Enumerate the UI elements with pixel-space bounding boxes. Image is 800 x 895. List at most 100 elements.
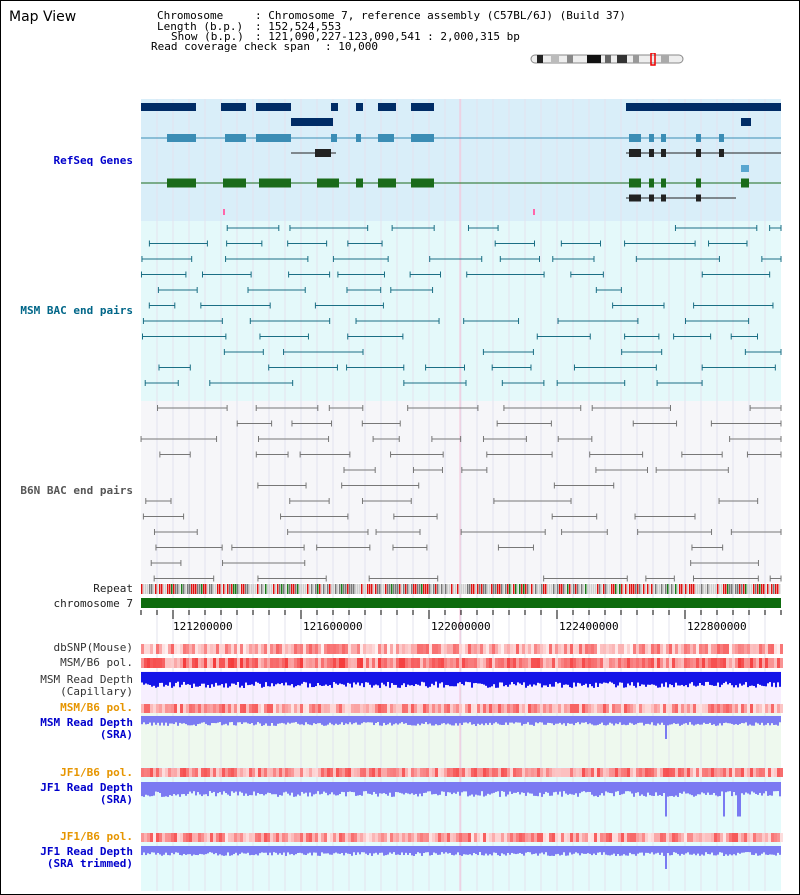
polymorphism-cell: [396, 768, 399, 777]
track-label-msm-depth-cap-2[interactable]: (Capillary): [60, 685, 133, 698]
polymorphism-cell: [531, 644, 534, 654]
depth-bar: [717, 716, 719, 726]
depth-bar: [147, 716, 149, 725]
polymorphism-cell: [162, 644, 165, 654]
track-label-jf1-depth-sra-1[interactable]: JF1 Read Depth: [40, 781, 133, 794]
track-label-jf1-depth-trim-1[interactable]: JF1 Read Depth: [40, 845, 133, 858]
depth-bar: [239, 716, 241, 723]
depth-bar: [471, 782, 473, 795]
depth-bar: [685, 672, 687, 686]
chromosome-ideogram[interactable]: [529, 53, 689, 67]
depth-bar: [409, 782, 411, 795]
track-label-jf1-depth-sra-2[interactable]: (SRA): [99, 793, 133, 806]
depth-bar: [695, 782, 697, 796]
depth-bar: [219, 782, 221, 793]
track-label-jf1-b6-pol[interactable]: JF1/B6 pol.: [60, 766, 133, 779]
polymorphism-cell: [312, 658, 315, 668]
track-label-refseq[interactable]: RefSeq Genes: [53, 154, 133, 167]
polymorphism-cell: [723, 658, 726, 668]
polymorphism-cell: [507, 658, 510, 668]
depth-bar: [613, 846, 615, 854]
polymorphism-cell: [267, 644, 270, 654]
repeat-mark: [445, 584, 447, 594]
repeat-mark: [757, 584, 759, 594]
depth-bar: [665, 716, 667, 739]
polymorphism-cell: [411, 768, 414, 777]
polymorphism-cell: [696, 768, 699, 777]
depth-bar: [541, 672, 543, 688]
depth-bar: [267, 846, 269, 856]
track-label-msm-bac[interactable]: MSM BAC end pairs: [20, 304, 133, 317]
track-label-jf1-b6-pol-2[interactable]: JF1/B6 pol.: [60, 830, 133, 843]
depth-bar: [739, 716, 741, 724]
repeat-mark: [569, 584, 571, 594]
depth-bar: [689, 716, 691, 723]
polymorphism-cell: [711, 704, 714, 713]
depth-bar: [205, 782, 207, 795]
polymorphism-cell: [189, 644, 192, 654]
polymorphism-cell: [420, 644, 423, 654]
track-label-jf1-depth-trim-2[interactable]: (SRA trimmed): [46, 857, 133, 870]
depth-bar: [517, 672, 519, 683]
depth-bar: [649, 716, 651, 725]
track-label-msm-depth-cap-1[interactable]: MSM Read Depth: [40, 673, 133, 686]
track-label-msm-b6-pol-2[interactable]: MSM/B6 pol.: [60, 701, 133, 714]
depth-bar: [265, 782, 267, 795]
depth-bar: [275, 782, 277, 795]
polymorphism-cell: [666, 658, 669, 668]
polymorphism-cell: [246, 644, 249, 654]
depth-bar: [539, 846, 541, 854]
polymorphism-cell: [420, 704, 423, 713]
depth-bar: [525, 846, 527, 853]
repeat-mark: [741, 584, 743, 594]
polymorphism-cell: [468, 704, 471, 713]
track-label-msm-b6-pol[interactable]: MSM/B6 pol.: [60, 656, 133, 669]
depth-bar: [169, 716, 171, 724]
polymorphism-cell: [285, 704, 288, 713]
depth-bar: [435, 782, 437, 794]
depth-bar: [357, 782, 359, 796]
polymorphism-cell: [195, 768, 198, 777]
polymorphism-cell: [666, 644, 669, 654]
depth-bar: [601, 846, 603, 855]
depth-bar: [207, 672, 209, 685]
repeat-mark: [729, 584, 731, 594]
depth-bar: [553, 782, 555, 793]
polymorphism-cell: [453, 658, 456, 668]
repeat-mark: [259, 584, 261, 594]
track-label-b6n-bac[interactable]: B6N BAC end pairs: [20, 484, 133, 497]
depth-bar: [617, 782, 619, 792]
depth-bar: [753, 672, 755, 687]
polymorphism-cell: [600, 658, 603, 668]
polymorphism-cell: [288, 658, 291, 668]
track-label-msm-depth-sra-1[interactable]: MSM Read Depth: [40, 716, 133, 729]
gene-exon: [167, 134, 196, 142]
depth-bar: [387, 782, 389, 796]
polymorphism-cell: [684, 768, 687, 777]
track-label-dbsnp[interactable]: dbSNP(Mouse): [53, 641, 133, 654]
depth-bar: [433, 782, 435, 795]
depth-bar: [411, 782, 413, 794]
polymorphism-cell: [606, 704, 609, 713]
depth-bar: [255, 716, 257, 725]
polymorphism-cell: [726, 768, 729, 777]
repeat-mark: [539, 584, 541, 594]
depth-bar: [309, 846, 311, 853]
depth-bar: [495, 846, 497, 853]
track-label-msm-depth-sra-2[interactable]: (SRA): [99, 728, 133, 741]
depth-bar: [249, 846, 251, 856]
polymorphism-cell: [588, 658, 591, 668]
polymorphism-cell: [180, 833, 183, 842]
polymorphism-cell: [753, 704, 756, 713]
track-label-chromosome[interactable]: chromosome 7: [53, 597, 133, 610]
repeat-mark: [679, 584, 681, 594]
depth-bar: [239, 846, 241, 854]
polymorphism-cell: [678, 644, 681, 654]
depth-bar: [143, 716, 145, 723]
polymorphism-cell: [195, 658, 198, 668]
depth-bar: [373, 672, 375, 686]
track-label-repeat[interactable]: Repeat: [93, 582, 133, 595]
polymorphism-cell: [642, 833, 645, 842]
polymorphism-cell: [723, 644, 726, 654]
